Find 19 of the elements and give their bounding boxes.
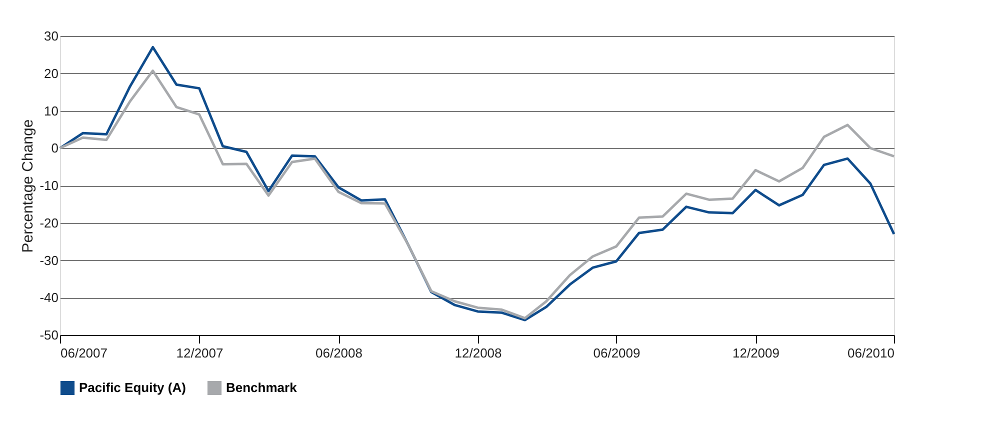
x-tick-label: 06/2009	[593, 346, 640, 360]
y-tick-label: 30	[44, 28, 58, 44]
legend-label: Benchmark	[226, 380, 298, 395]
y-tick-label: -50	[40, 328, 58, 342]
y-tick-label: -30	[40, 252, 58, 268]
x-tick-label: 06/2007	[60, 346, 108, 360]
y-tick-label: -10	[40, 178, 58, 193]
x-tick-label: 06/2010	[848, 346, 894, 360]
y-tick-label: 20	[44, 66, 58, 81]
x-tick-label: 12/2007	[176, 346, 224, 360]
x-tick-label: 06/2008	[316, 346, 363, 360]
y-axis-title: Percentage Change	[20, 119, 37, 253]
x-tick-label: 12/2008	[454, 346, 502, 360]
x-tick-label: 12/2009	[732, 346, 780, 360]
y-tick-label: 0	[51, 140, 58, 156]
y-tick-label: -40	[40, 290, 58, 306]
y-tick-label: -20	[40, 215, 58, 230]
legend-label: Pacific Equity (A)	[79, 380, 186, 395]
y-tick-label: 10	[44, 103, 58, 118]
